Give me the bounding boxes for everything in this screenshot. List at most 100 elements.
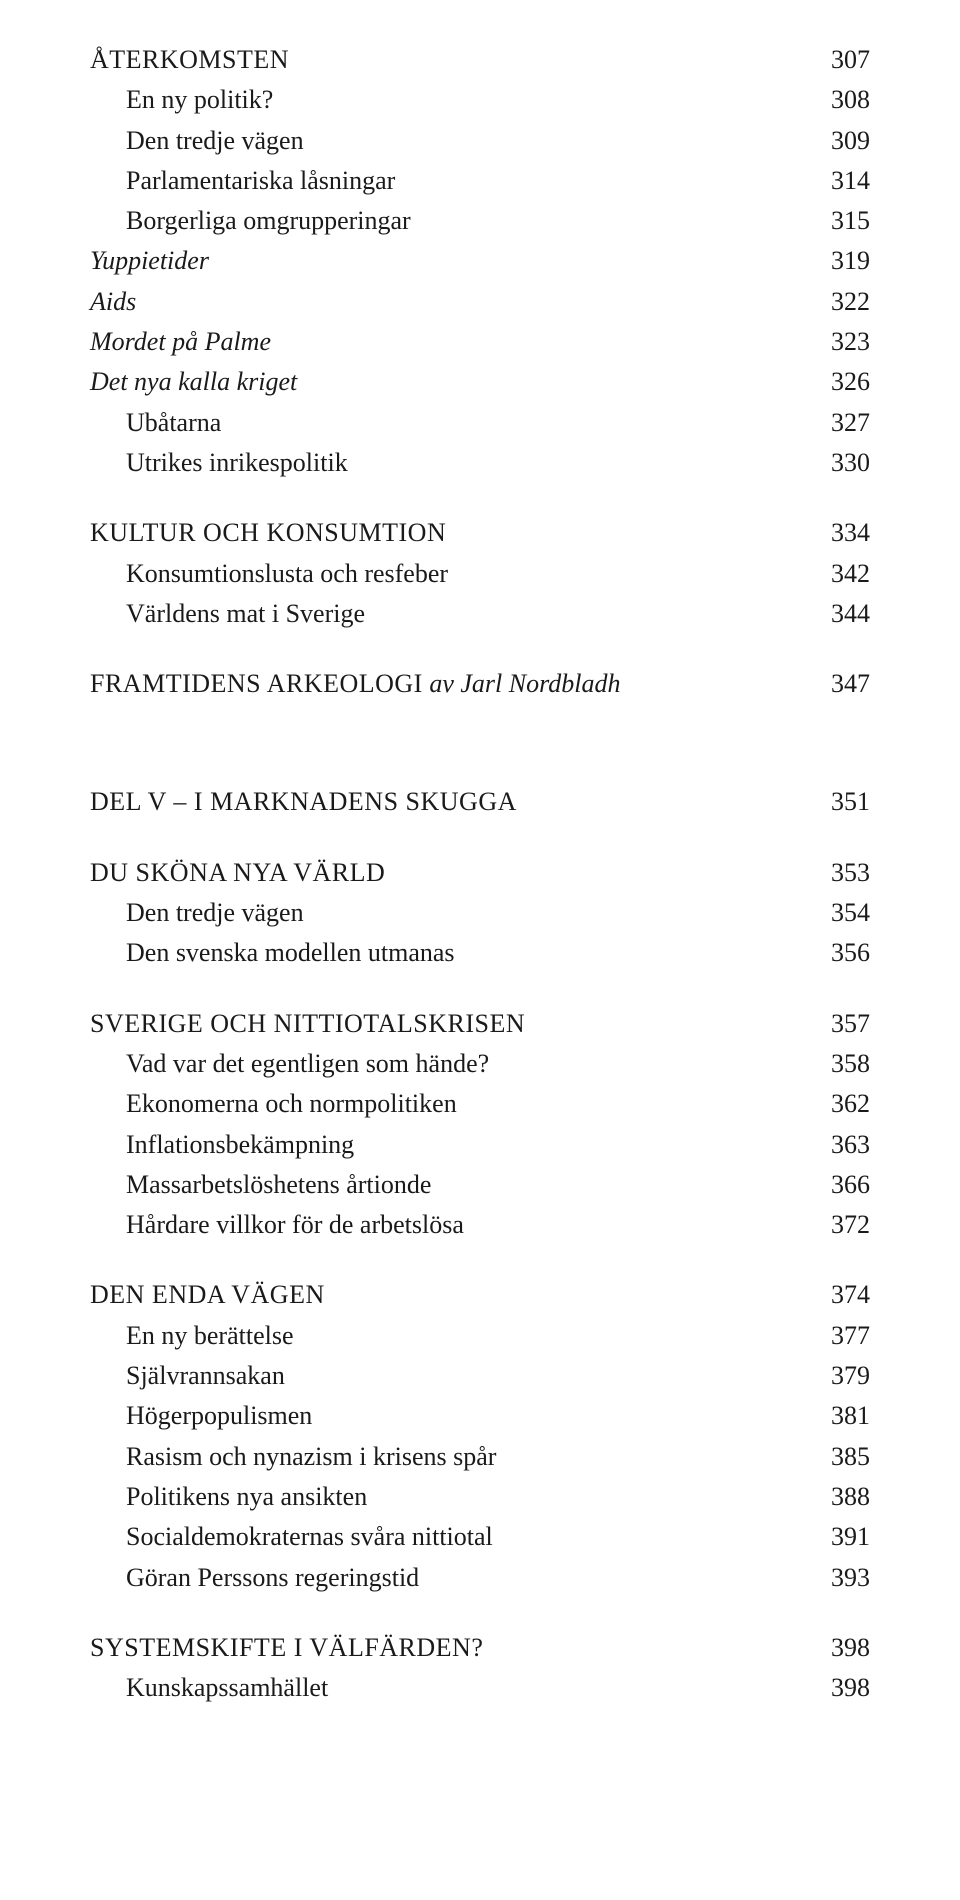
toc-heading: DEN ENDA VÄGEN 374 [90, 1275, 870, 1315]
toc-list: Vad var det egentligen som hände?358Ekon… [90, 1044, 870, 1245]
heading-label: DEL V – I MARKNADENS SKUGGA [90, 782, 800, 822]
toc-entry: Världens mat i Sverige344 [90, 594, 870, 634]
toc-entry-label: Utrikes inrikespolitik [90, 443, 800, 483]
toc-entry-label: En ny politik? [90, 80, 800, 120]
toc-list: Den tredje vägen354Den svenska modellen … [90, 893, 870, 974]
heading-label: ÅTERKOMSTEN [90, 40, 800, 80]
toc-entry-label: Den tredje vägen [90, 893, 800, 933]
toc-entry-page: 391 [800, 1517, 870, 1557]
toc-entry: Rasism och nynazism i krisens spår385 [90, 1437, 870, 1477]
toc-entry: Den tredje vägen309 [90, 121, 870, 161]
toc-entry-page: 362 [800, 1084, 870, 1124]
toc-entry: Ekonomerna och normpolitiken362 [90, 1084, 870, 1124]
heading-page: 347 [800, 664, 870, 704]
toc-entry-page: 308 [800, 80, 870, 120]
toc-entry-page: 388 [800, 1477, 870, 1517]
toc-entry: Aids322 [90, 282, 870, 322]
toc-entry-label: Ekonomerna och normpolitiken [90, 1084, 800, 1124]
toc-entry-page: 385 [800, 1437, 870, 1477]
toc-heading: DEL V – I MARKNADENS SKUGGA 351 [90, 782, 870, 822]
toc-entry-label: Inflationsbekämpning [90, 1125, 800, 1165]
spacer [90, 974, 870, 1004]
toc-entry-page: 377 [800, 1316, 870, 1356]
toc-entry: Högerpopulismen381 [90, 1396, 870, 1436]
toc-entry-page: 309 [800, 121, 870, 161]
toc-entry-label: Hårdare villkor för de arbetslösa [90, 1205, 800, 1245]
toc-entry-page: 366 [800, 1165, 870, 1205]
toc-entry: Yuppietider319 [90, 241, 870, 281]
toc-entry: Inflationsbekämpning363 [90, 1125, 870, 1165]
toc-entry: En ny berättelse377 [90, 1316, 870, 1356]
toc-entry: Göran Perssons regeringstid393 [90, 1558, 870, 1598]
toc-list: En ny berättelse377Självrannsakan379Höge… [90, 1316, 870, 1598]
toc-entry: Vad var det egentligen som hände?358 [90, 1044, 870, 1084]
heading-page: 374 [800, 1275, 870, 1315]
heading-page: 357 [800, 1004, 870, 1044]
toc-entry: Borgerliga omgrupperingar315 [90, 201, 870, 241]
toc-entry-label: Det nya kalla kriget [90, 362, 800, 402]
toc-entry-page: 372 [800, 1205, 870, 1245]
toc-entry: Socialdemokraternas svåra nittiotal391 [90, 1517, 870, 1557]
toc-heading: SVERIGE OCH NITTIOTALSKRISEN 357 [90, 1004, 870, 1044]
toc-entry-label: Vad var det egentligen som hände? [90, 1044, 800, 1084]
toc-entry-label: Konsumtionslusta och resfeber [90, 554, 800, 594]
toc-entry: Den svenska modellen utmanas356 [90, 933, 870, 973]
toc-entry: Det nya kalla kriget326 [90, 362, 870, 402]
toc-entry: Utrikes inrikespolitik330 [90, 443, 870, 483]
toc-entry: Politikens nya ansikten388 [90, 1477, 870, 1517]
toc-entry-label: Rasism och nynazism i krisens spår [90, 1437, 800, 1477]
heading-page: 334 [800, 513, 870, 553]
toc-entry-label: Parlamentariska låsningar [90, 161, 800, 201]
spacer [90, 1245, 870, 1275]
toc-entry-label: Massarbetslöshetens årtionde [90, 1165, 800, 1205]
spacer [90, 634, 870, 664]
toc-entry-page: 354 [800, 893, 870, 933]
heading-label: FRAMTIDENS ARKEOLOGI av Jarl Nordbladh [90, 664, 800, 704]
toc-entry-label: Kunskapssamhället [90, 1668, 800, 1708]
heading-label: KULTUR OCH KONSUMTION [90, 513, 800, 553]
spacer [90, 483, 870, 513]
toc-entry: Kunskapssamhället398 [90, 1668, 870, 1708]
toc-entry-label: Yuppietider [90, 241, 800, 281]
toc-entry: Parlamentariska låsningar314 [90, 161, 870, 201]
heading-page: 351 [800, 782, 870, 822]
toc-list: Kunskapssamhället398 [90, 1668, 870, 1708]
toc-entry-page: 381 [800, 1396, 870, 1436]
toc-entry-label: Socialdemokraternas svåra nittiotal [90, 1517, 800, 1557]
toc-list: Konsumtionslusta och resfeber342Världens… [90, 554, 870, 635]
toc-entry-page: 327 [800, 403, 870, 443]
spacer [90, 1598, 870, 1628]
toc-entry-page: 393 [800, 1558, 870, 1598]
toc-entry-label: En ny berättelse [90, 1316, 800, 1356]
toc-entry-page: 322 [800, 282, 870, 322]
heading-label: SYSTEMSKIFTE I VÄLFÄRDEN? [90, 1628, 800, 1668]
toc-entry-page: 315 [800, 201, 870, 241]
toc-entry-page: 363 [800, 1125, 870, 1165]
heading-label: SVERIGE OCH NITTIOTALSKRISEN [90, 1004, 800, 1044]
toc-entry: Hårdare villkor för de arbetslösa372 [90, 1205, 870, 1245]
toc-entry-label: Den svenska modellen utmanas [90, 933, 800, 973]
toc-entry: En ny politik?308 [90, 80, 870, 120]
toc-entry-page: 314 [800, 161, 870, 201]
toc-list: En ny politik?308Den tredje vägen309Parl… [90, 80, 870, 483]
heading-label: DU SKÖNA NYA VÄRLD [90, 853, 800, 893]
heading-page: 398 [800, 1628, 870, 1668]
heading-page: 307 [800, 40, 870, 80]
heading-page: 353 [800, 853, 870, 893]
toc-entry-label: Aids [90, 282, 800, 322]
toc-entry-page: 342 [800, 554, 870, 594]
heading-suffix: av Jarl Nordbladh [423, 669, 621, 698]
toc-entry-label: Världens mat i Sverige [90, 594, 800, 634]
toc-entry-label: Göran Perssons regeringstid [90, 1558, 800, 1598]
toc-entry: Den tredje vägen354 [90, 893, 870, 933]
spacer [90, 823, 870, 853]
toc-entry-page: 319 [800, 241, 870, 281]
toc-heading: ÅTERKOMSTEN 307 [90, 40, 870, 80]
toc-entry-label: Politikens nya ansikten [90, 1477, 800, 1517]
toc-entry-label: Den tredje vägen [90, 121, 800, 161]
toc-heading: SYSTEMSKIFTE I VÄLFÄRDEN? 398 [90, 1628, 870, 1668]
toc-entry-page: 356 [800, 933, 870, 973]
toc-entry-page: 330 [800, 443, 870, 483]
toc-heading: DU SKÖNA NYA VÄRLD 353 [90, 853, 870, 893]
toc-entry: Massarbetslöshetens årtionde366 [90, 1165, 870, 1205]
